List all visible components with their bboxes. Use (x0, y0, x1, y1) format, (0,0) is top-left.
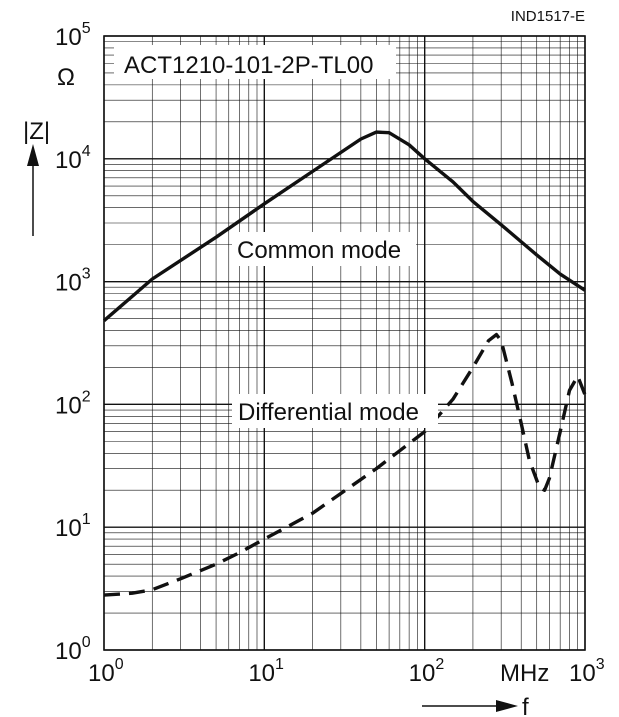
tick-base: 10 (55, 147, 82, 174)
x-axis-label: f (522, 694, 529, 717)
tick-base: 10 (55, 638, 82, 665)
y-tick-label: 102 (55, 388, 91, 419)
tick-exponent: 1 (275, 656, 284, 673)
tick-base: 10 (409, 660, 436, 687)
series-layer (102, 130, 587, 597)
series-label-differential-mode: Differential mode (238, 399, 419, 426)
chart-title: ACT1210-101-2P-TL00 (124, 52, 373, 79)
tick-exponent: 3 (596, 656, 605, 673)
y-tick-label: 105 (55, 20, 91, 51)
figure-id: IND1517-E (511, 8, 585, 25)
y-unit: Ω (57, 64, 75, 91)
tick-exponent: 2 (82, 388, 91, 405)
x-tick-label: 101 (248, 656, 284, 687)
tick-base: 10 (55, 24, 82, 51)
tick-base: 10 (88, 660, 115, 687)
y-tick-label: 104 (55, 143, 91, 174)
tick-exponent: 4 (82, 143, 91, 160)
y-tick-label: 103 (55, 266, 91, 297)
x-tick-labels: 100 101 102 103 (88, 656, 605, 687)
series-line-common-mode (102, 130, 586, 322)
tick-exponent: 0 (115, 656, 124, 673)
grid (103, 35, 586, 651)
tick-base: 10 (248, 660, 275, 687)
tick-base: 10 (55, 515, 82, 542)
y-tick-label: 100 (55, 634, 91, 665)
tick-exponent: 5 (82, 20, 91, 37)
x-tick-label: 100 (88, 656, 124, 687)
tick-exponent: 1 (82, 511, 91, 528)
tick-base: 10 (569, 660, 596, 687)
title-box (114, 45, 396, 79)
y-axis-label: |Z| (23, 118, 50, 145)
series-line-differential-mode (103, 332, 587, 597)
x-axis-arrow-head (496, 700, 518, 712)
tick-exponent: 2 (435, 656, 444, 673)
x-tick-label: 103 (569, 656, 605, 687)
y-tick-label: 101 (55, 511, 91, 542)
tick-base: 10 (55, 392, 82, 419)
tick-exponent: 0 (82, 634, 91, 651)
series-label-common-mode: Common mode (237, 237, 401, 264)
x-tick-label: 102 (409, 656, 445, 687)
x-unit: MHz (500, 660, 549, 687)
common-mode-label-box (232, 232, 416, 266)
differential-mode-label-box (232, 394, 438, 428)
y-axis-arrow-head (27, 144, 39, 166)
tick-exponent: 3 (82, 266, 91, 283)
plot-frame (103, 35, 586, 651)
tick-base: 10 (55, 270, 82, 297)
